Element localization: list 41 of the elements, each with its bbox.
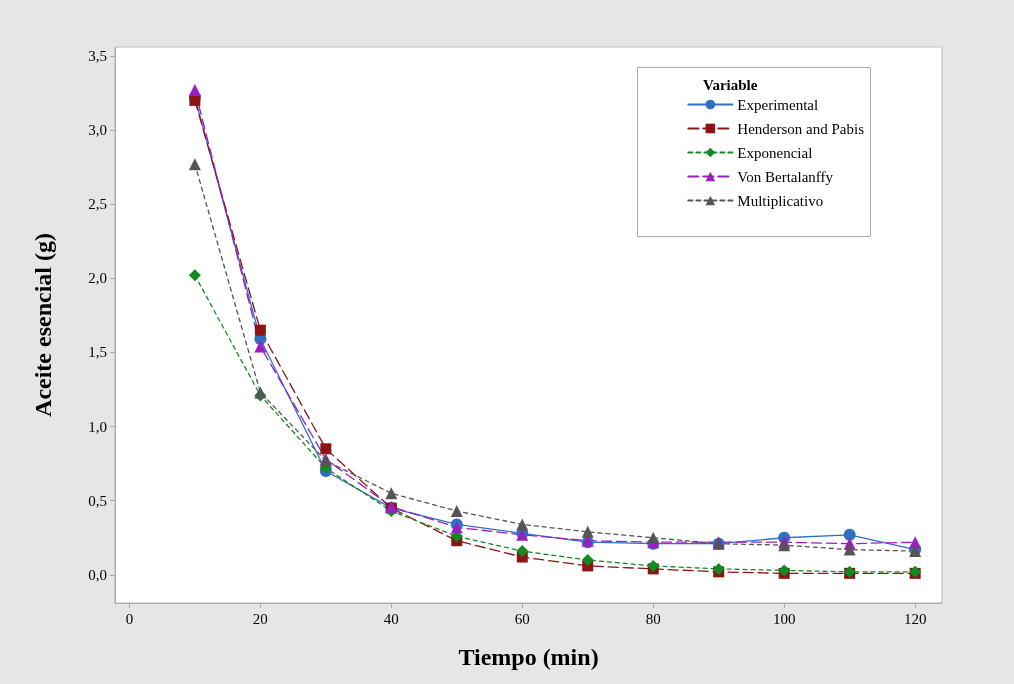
point: [843, 543, 856, 556]
legend-label: Exponencial: [737, 144, 813, 161]
y-axis-title: Aceite esencial (g): [30, 233, 56, 417]
point: [254, 324, 266, 336]
x-tick-label: 20: [252, 610, 268, 627]
y-tick-label: 3,5: [88, 47, 107, 64]
y-tick-label: 0,5: [88, 492, 107, 509]
legend-label: Multiplicativo: [737, 192, 824, 209]
point: [188, 84, 201, 96]
point: [385, 487, 398, 500]
point: [516, 545, 529, 558]
point: [320, 443, 332, 455]
legend-label: Henderson and Pabis: [737, 120, 865, 137]
point: [647, 531, 660, 544]
legend-title: Variable: [703, 76, 758, 93]
point: [581, 525, 594, 538]
x-tick-label: 100: [772, 610, 796, 627]
legend-label: Experimental: [737, 96, 819, 113]
y-tick-label: 2,5: [88, 196, 107, 213]
point: [647, 559, 660, 572]
x-tick-label: 120: [903, 610, 927, 627]
x-tick-label: 80: [645, 610, 661, 627]
point: [254, 340, 267, 353]
point: [843, 528, 856, 541]
x-tick-label: 0: [125, 610, 134, 627]
point: [909, 536, 922, 549]
x-tick-label: 40: [383, 610, 399, 627]
y-tick-label: 1,5: [88, 344, 107, 361]
point: [516, 518, 529, 531]
point: [188, 158, 201, 171]
y-tick-label: 0,0: [88, 566, 107, 583]
y-tick-label: 1,0: [88, 418, 107, 435]
y-tick-label: 2,0: [88, 270, 107, 287]
point: [712, 562, 725, 575]
y-tick-label: 3,0: [88, 122, 107, 139]
x-tick-label: 60: [514, 610, 530, 627]
point: [188, 269, 201, 282]
x-axis-title: Tiempo (min): [458, 644, 599, 670]
legend-label: Von Bertalanffy: [737, 168, 834, 185]
point: [450, 505, 463, 518]
point: [581, 554, 594, 566]
